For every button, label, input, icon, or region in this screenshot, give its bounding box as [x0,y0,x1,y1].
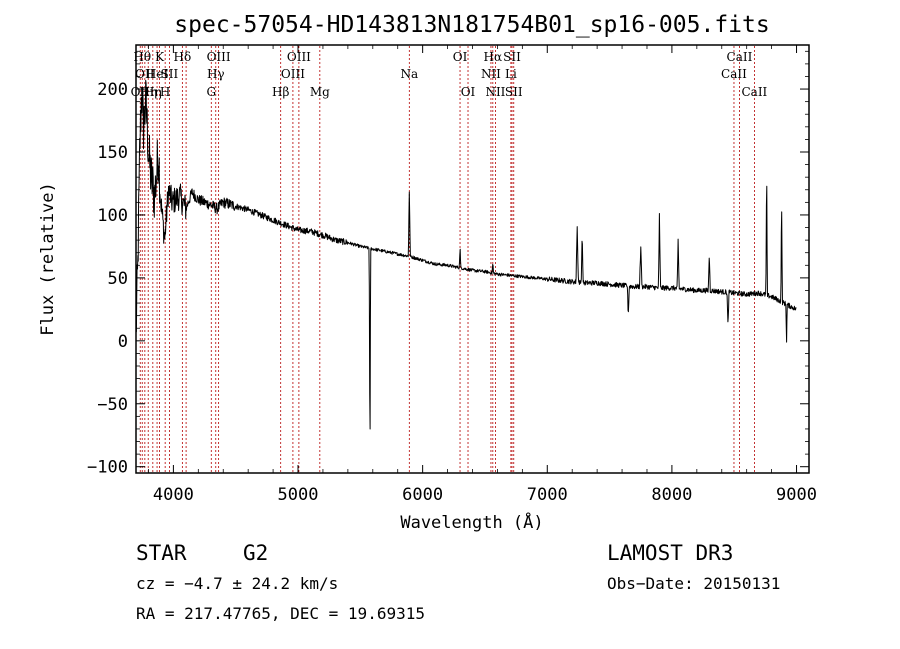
x-axis-ticks: 4000 5000 6000 7000 8000 9000 [148,45,817,505]
line-markers [139,46,755,472]
line-marker-label: SII [503,50,521,64]
line-marker-label: OI [461,85,476,99]
line-marker-label: OII [135,67,155,81]
line-marker-label: Na [400,67,418,81]
y-tick-label: −100 [87,458,128,478]
y-axis-ticks: −100 −50 0 50 100 150 200 [87,50,809,478]
line-marker-label: Hδ [174,50,192,64]
line-marker-label: OIII [207,50,231,64]
spectrum-layer [135,79,797,430]
spectrum-line [135,79,797,430]
x-tick-label: 4000 [153,485,194,505]
line-marker-label: OI [453,50,468,64]
line-marker-label: Mg [310,85,330,99]
line-marker-label: CaII [721,67,747,81]
object-class: STAR [136,541,187,565]
line-marker-label: Hθ [133,50,151,64]
x-tick-label: 8000 [651,485,692,505]
y-tick-label: −50 [97,395,128,415]
line-marker-label: Hη [144,85,162,99]
line-marker-label: Li [505,67,517,81]
line-marker-label: NII [481,67,501,81]
x-tick-label: 5000 [278,485,319,505]
line-marker-label: Hγ [207,67,225,81]
redshift-cz: cz = −4.7 ± 24.2 km/s [136,574,338,593]
line-marker-label: NII [485,85,505,99]
y-tick-label: 0 [118,332,128,352]
line-marker-labels: HθOIIOIIHηHηHeIKHSIIHδGHγOIIIHβOIIIOIIIM… [131,50,768,99]
line-marker-label: CaII [727,50,753,64]
y-tick-label: 200 [97,80,128,100]
y-axis-label: Flux (relative) [38,182,58,336]
y-tick-label: 50 [108,269,128,289]
line-marker-label: K [155,50,165,64]
line-marker-label: HeI [146,67,169,81]
line-marker-label: G [206,85,216,99]
line-marker-label: Hα [484,50,503,64]
line-marker-label: Hη [139,85,157,99]
y-tick-label: 150 [97,143,128,163]
line-marker-label: H [160,85,170,99]
line-marker-label: CaII [741,85,767,99]
x-tick-label: 6000 [402,485,443,505]
observation-date: Obs−Date: 20150131 [607,574,780,593]
chart-title: spec-57054-HD143813N181754B01_sp16-005.f… [174,12,769,38]
line-marker-label: SII [505,85,523,99]
line-marker-label: Hβ [272,85,289,99]
survey-name: LAMOST DR3 [607,541,733,565]
x-axis-label: Wavelength (Å) [400,511,543,533]
object-subclass: G2 [243,541,268,565]
coordinates: RA = 217.47765, DEC = 19.69315 [136,604,425,623]
x-tick-label: 9000 [776,485,817,505]
line-marker-label: OIII [287,50,311,64]
line-marker-label: OIII [281,67,305,81]
plot-frame [135,44,810,474]
line-marker-label: SII [161,67,179,81]
y-tick-label: 100 [97,206,128,226]
x-tick-label: 7000 [527,485,568,505]
